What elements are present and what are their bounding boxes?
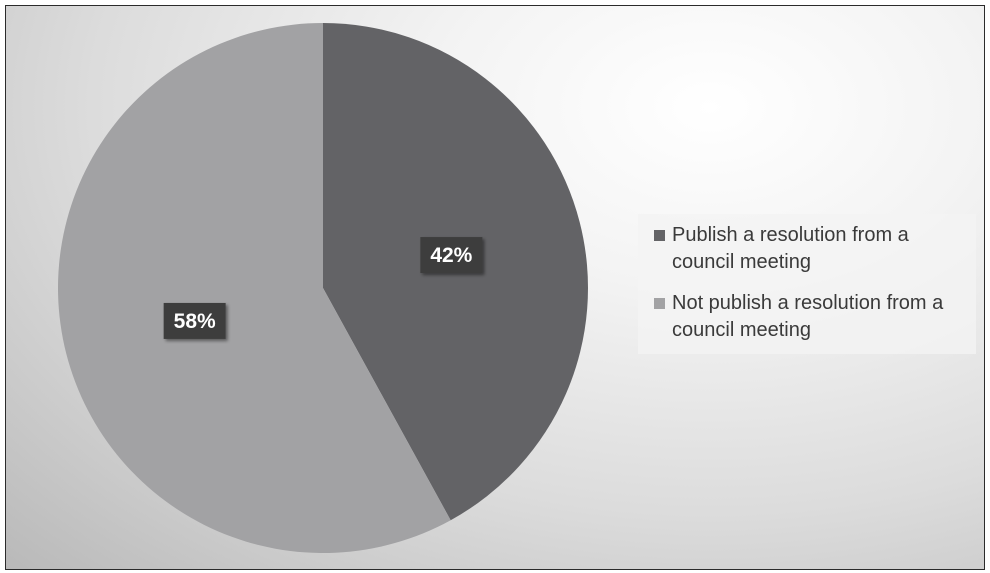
legend-item-publish: Publish a resolution from a council meet… — [638, 222, 976, 276]
data-label-text-1: 58% — [174, 310, 216, 333]
chart-frame: 42% 58% Publish a resolution from a counc… — [5, 5, 985, 570]
data-label-0: 42% — [420, 237, 483, 274]
legend-swatch-publish — [654, 230, 665, 241]
data-label-1: 58% — [163, 302, 226, 339]
data-label-box-0 — [420, 237, 483, 274]
chart-legend: Publish a resolution from a council meet… — [638, 214, 976, 354]
pie-slice-1 — [58, 23, 451, 553]
data-label-box-1 — [163, 302, 226, 339]
legend-label-not-publish: Not publish a resolution from a council … — [672, 292, 944, 341]
legend-swatch-not-publish — [654, 298, 665, 309]
legend-label-publish: Publish a resolution from a council meet… — [672, 224, 909, 273]
data-label-text-0: 42% — [430, 244, 472, 267]
legend-item-not-publish: Not publish a resolution from a council … — [638, 290, 976, 344]
pie-chart: 42% 58% — [58, 23, 589, 553]
